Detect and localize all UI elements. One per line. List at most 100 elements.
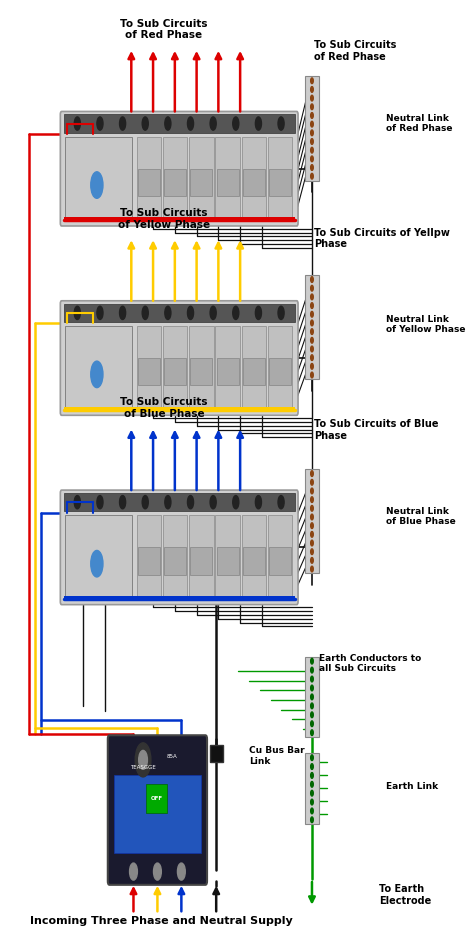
Bar: [191, 358, 212, 385]
Text: To Earth
Electrode: To Earth Electrode: [380, 884, 432, 906]
Bar: [137, 516, 161, 597]
Bar: [164, 358, 186, 385]
Bar: [189, 137, 214, 218]
Circle shape: [119, 306, 126, 319]
Circle shape: [255, 306, 262, 319]
Bar: [163, 326, 187, 408]
Circle shape: [119, 117, 126, 130]
Circle shape: [310, 363, 313, 369]
Circle shape: [177, 863, 185, 880]
Circle shape: [74, 306, 81, 319]
Circle shape: [310, 302, 313, 308]
Text: Neutral Link
of Blue Phase: Neutral Link of Blue Phase: [386, 507, 456, 526]
Bar: [65, 516, 132, 597]
Circle shape: [310, 320, 313, 326]
Circle shape: [187, 306, 193, 319]
Circle shape: [310, 277, 313, 283]
Bar: [64, 115, 294, 133]
Circle shape: [278, 306, 284, 319]
Circle shape: [310, 329, 313, 335]
Bar: [146, 785, 167, 812]
Text: Neutral Link
of Yellow Phase: Neutral Link of Yellow Phase: [386, 315, 465, 334]
Bar: [269, 358, 291, 385]
Circle shape: [310, 755, 313, 760]
Circle shape: [310, 78, 313, 83]
Bar: [65, 326, 132, 408]
Text: To Sub Circuits of Blue
Phase: To Sub Circuits of Blue Phase: [314, 419, 438, 441]
Circle shape: [165, 496, 171, 509]
Circle shape: [135, 743, 151, 777]
Circle shape: [310, 96, 313, 100]
Bar: [242, 326, 266, 408]
FancyBboxPatch shape: [60, 301, 298, 415]
Bar: [210, 745, 223, 762]
Circle shape: [310, 488, 313, 494]
Bar: [268, 137, 292, 218]
Circle shape: [278, 117, 284, 130]
Circle shape: [310, 104, 313, 110]
Circle shape: [255, 496, 262, 509]
Circle shape: [310, 523, 313, 528]
Bar: [64, 493, 294, 511]
Circle shape: [310, 312, 313, 317]
Text: To Sub Circuits
of Blue Phase: To Sub Circuits of Blue Phase: [120, 397, 208, 419]
Circle shape: [310, 355, 313, 360]
Circle shape: [233, 496, 239, 509]
Circle shape: [119, 496, 126, 509]
Text: Neutral Link
of Red Phase: Neutral Link of Red Phase: [386, 114, 453, 134]
Circle shape: [310, 294, 313, 300]
Circle shape: [233, 306, 239, 319]
Bar: [138, 547, 160, 574]
Circle shape: [210, 117, 216, 130]
Circle shape: [255, 117, 262, 130]
Bar: [114, 775, 201, 852]
Circle shape: [74, 117, 81, 130]
Bar: [138, 358, 160, 385]
Text: To Sub Circuits
of Yellow Phase: To Sub Circuits of Yellow Phase: [118, 209, 210, 229]
Bar: [215, 137, 240, 218]
Circle shape: [310, 540, 313, 546]
Text: To Sub Circuits
of Red Phase: To Sub Circuits of Red Phase: [314, 41, 397, 62]
Text: Incoming Three Phase and Neutral Supply: Incoming Three Phase and Neutral Supply: [30, 917, 293, 926]
Bar: [189, 326, 214, 408]
Circle shape: [310, 138, 313, 144]
Circle shape: [310, 791, 313, 796]
Circle shape: [310, 497, 313, 502]
FancyBboxPatch shape: [108, 736, 207, 884]
Circle shape: [210, 496, 216, 509]
Circle shape: [310, 817, 313, 823]
Circle shape: [139, 751, 147, 770]
Circle shape: [97, 496, 103, 509]
Bar: [163, 137, 187, 218]
Text: To Sub Circuits
of Red Phase: To Sub Circuits of Red Phase: [120, 19, 208, 41]
Circle shape: [310, 373, 313, 378]
Bar: [191, 169, 212, 196]
Circle shape: [310, 549, 313, 555]
Circle shape: [310, 532, 313, 538]
Circle shape: [310, 685, 313, 691]
Circle shape: [91, 172, 103, 198]
Circle shape: [310, 781, 313, 787]
Bar: [305, 275, 319, 379]
Bar: [243, 169, 265, 196]
Circle shape: [310, 720, 313, 726]
Text: OFF: OFF: [150, 796, 163, 801]
Circle shape: [310, 86, 313, 92]
Bar: [243, 547, 265, 574]
Bar: [189, 516, 214, 597]
Circle shape: [310, 147, 313, 153]
Bar: [138, 169, 160, 196]
Circle shape: [310, 505, 313, 511]
Bar: [268, 326, 292, 408]
Circle shape: [310, 480, 313, 485]
Bar: [305, 77, 319, 180]
Circle shape: [310, 173, 313, 179]
Circle shape: [187, 496, 193, 509]
Bar: [65, 137, 132, 218]
FancyBboxPatch shape: [60, 112, 298, 226]
Bar: [269, 547, 291, 574]
Bar: [64, 303, 294, 322]
Bar: [191, 547, 212, 574]
Circle shape: [187, 117, 193, 130]
Bar: [64, 596, 294, 600]
